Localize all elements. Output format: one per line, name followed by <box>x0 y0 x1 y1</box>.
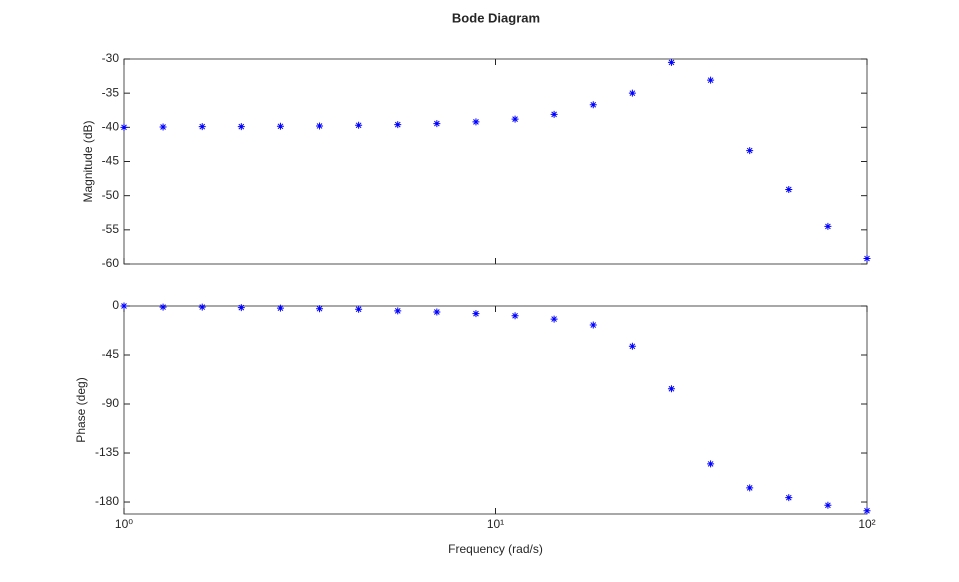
y-tick-label: -50 <box>102 188 120 202</box>
y-tick-label: -45 <box>102 347 120 361</box>
x-tick-label: 10⁰ <box>115 517 133 531</box>
marker <box>824 501 832 509</box>
marker <box>472 310 480 318</box>
marker <box>276 122 284 130</box>
x-tick-label: 10¹ <box>487 517 504 531</box>
marker <box>550 110 558 118</box>
marker <box>237 123 245 131</box>
marker <box>159 303 167 311</box>
marker <box>746 147 754 155</box>
marker <box>159 123 167 131</box>
marker <box>628 89 636 97</box>
y-axis-label: Phase (deg) <box>74 377 88 442</box>
marker <box>824 222 832 230</box>
marker <box>863 507 871 515</box>
marker <box>355 305 363 313</box>
y-tick-label: -45 <box>102 154 120 168</box>
marker <box>198 123 206 131</box>
marker <box>394 307 402 315</box>
marker <box>707 76 715 84</box>
y-tick-label: -55 <box>102 222 120 236</box>
marker <box>550 315 558 323</box>
marker <box>667 385 675 393</box>
marker <box>863 255 871 263</box>
y-tick-label: -30 <box>102 51 120 65</box>
marker <box>667 58 675 66</box>
marker <box>628 342 636 350</box>
marker <box>707 460 715 468</box>
marker <box>511 115 519 123</box>
marker <box>472 118 480 126</box>
marker <box>120 302 128 310</box>
marker <box>316 305 324 313</box>
x-tick-label: 10² <box>858 517 875 531</box>
marker <box>511 312 519 320</box>
x-axis-label: Frequency (rad/s) <box>448 542 543 556</box>
marker <box>433 308 441 316</box>
marker <box>785 186 793 194</box>
marker <box>355 121 363 129</box>
y-tick-label: -135 <box>95 445 119 459</box>
y-tick-label: -40 <box>102 120 120 134</box>
marker <box>316 122 324 130</box>
marker <box>394 121 402 129</box>
y-tick-label: -90 <box>102 396 120 410</box>
marker <box>589 101 597 109</box>
y-tick-label: -180 <box>95 494 119 508</box>
y-tick-label: -60 <box>102 256 120 270</box>
marker <box>120 123 128 131</box>
marker <box>237 304 245 312</box>
y-tick-label: 0 <box>112 298 119 312</box>
y-tick-label: -35 <box>102 85 120 99</box>
marker <box>746 484 754 492</box>
marker <box>198 303 206 311</box>
marker <box>785 494 793 502</box>
marker <box>589 321 597 329</box>
y-axis-label: Magnitude (dB) <box>81 120 95 202</box>
marker <box>276 304 284 312</box>
chart-title: Bode Diagram <box>452 10 540 25</box>
marker <box>433 120 441 128</box>
